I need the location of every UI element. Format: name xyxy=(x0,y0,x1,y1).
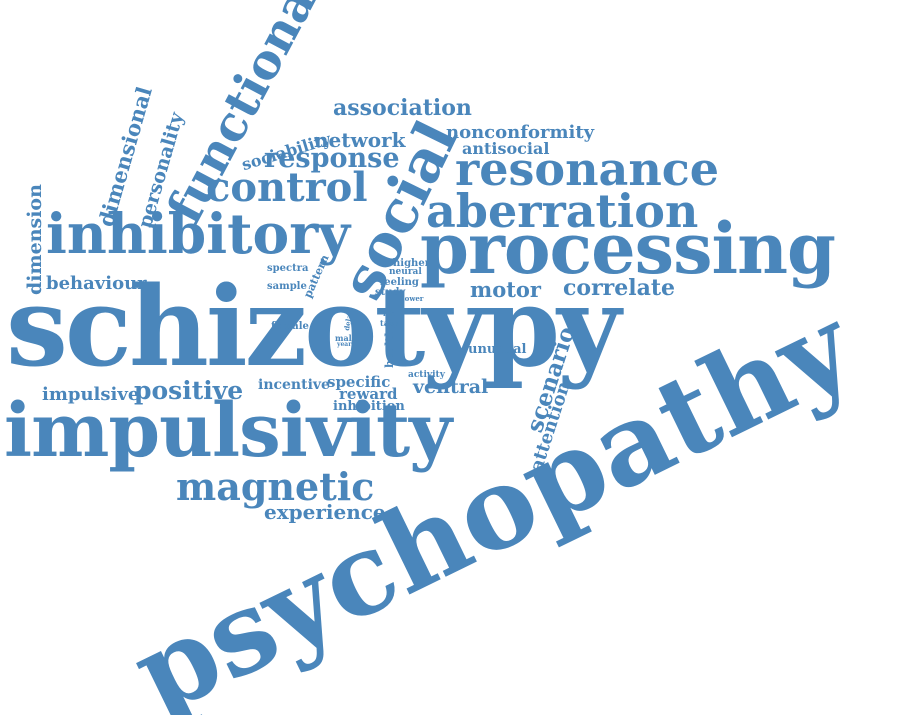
word-impulsivity: impulsivity xyxy=(4,388,452,474)
word-resonance: resonance xyxy=(455,142,720,196)
word-incentive: incentive xyxy=(258,377,330,393)
word-year: year xyxy=(337,341,352,348)
word-control: control xyxy=(206,164,368,211)
word-specific: specific xyxy=(327,373,391,391)
word-neural: neural xyxy=(389,267,422,277)
word-positive: positive xyxy=(134,376,244,405)
word-behaviour: behaviour xyxy=(46,273,147,294)
word-nonconformity: nonconformity xyxy=(446,122,595,143)
word-magnetic: magnetic xyxy=(176,464,375,509)
word-task: task xyxy=(380,318,399,328)
word-antisocial: antisocial xyxy=(462,139,550,158)
word-experience: experience xyxy=(264,500,386,524)
word-motor: motor xyxy=(470,277,541,302)
word-study: study xyxy=(375,287,406,298)
word-inhibitory: inhibitory xyxy=(46,201,351,266)
word-reward: reward xyxy=(339,385,398,403)
word-healthy: healthy xyxy=(383,322,396,368)
word-spectra: spectra xyxy=(267,263,309,274)
word-lower: lower xyxy=(402,294,424,303)
word-female: female xyxy=(271,321,309,332)
word-ventral: ventral xyxy=(413,376,489,398)
word-sample: sample xyxy=(267,281,307,292)
word-network: network xyxy=(314,128,406,152)
word-schizotypy: schizotypy xyxy=(6,262,621,391)
word-processing: processing xyxy=(420,207,836,290)
word-life: life xyxy=(383,309,396,318)
word-male: male xyxy=(335,333,357,343)
word-feeling: feeling xyxy=(380,277,419,288)
word-inhibition: inhibition xyxy=(333,399,405,414)
word-response: response xyxy=(264,143,400,174)
word-activity: activity xyxy=(408,370,445,380)
word-unusual: unusual xyxy=(468,342,527,357)
word-dimension: dimension xyxy=(24,184,46,295)
word-impulsive: impulsive xyxy=(42,384,140,405)
word-aberration: aberration xyxy=(426,184,699,238)
word-correlate: correlate xyxy=(563,275,676,301)
word-association: association xyxy=(333,95,472,121)
word-higher: higher xyxy=(393,258,430,269)
